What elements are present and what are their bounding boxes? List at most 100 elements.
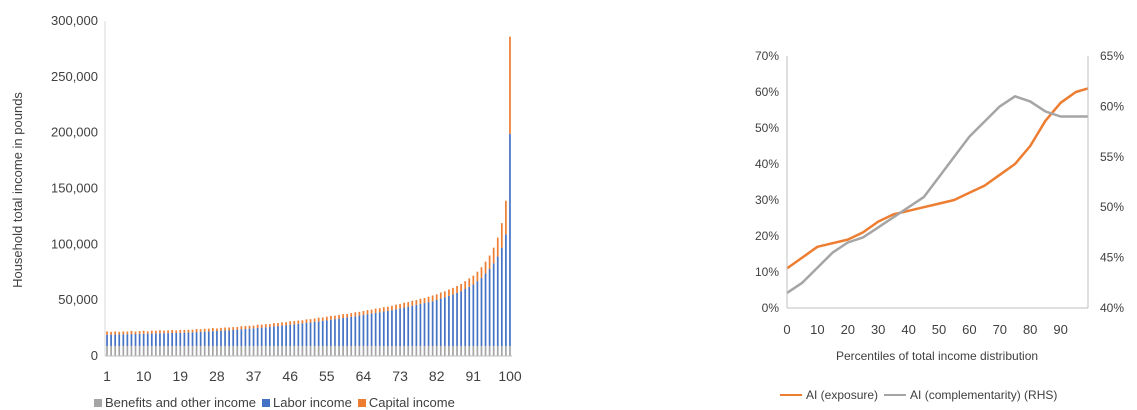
bar-segment-capital	[464, 281, 467, 289]
bar-segment-labor	[260, 327, 263, 346]
bar-segment-labor	[476, 281, 479, 346]
bar-segment-benefits	[387, 345, 389, 356]
bar-segment-labor	[439, 298, 442, 346]
bar-segment-benefits	[456, 345, 458, 356]
bar-segment-labor	[313, 321, 316, 346]
bar-segment-benefits	[122, 345, 125, 356]
ai-exposure-line-chart: 0% 10% 20% 30% 40% 50% 60% 70% 40% 45% 50% 55% 60% 65…	[755, 49, 1124, 363]
bar-segment-capital	[330, 315, 332, 320]
right-left-y-tick-label: 20%	[755, 229, 779, 243]
left-legend: Benefits and other income Labor income C…	[94, 395, 461, 410]
bar-segment-labor	[358, 315, 361, 346]
bar-segment-capital	[248, 325, 251, 329]
left-x-tick-label: 73	[392, 368, 408, 384]
left-x-tick-label: 55	[319, 368, 335, 384]
bar-segment-benefits	[138, 345, 141, 356]
bar-segment-labor	[220, 330, 222, 346]
right-right-y-tick-label: 45%	[1100, 251, 1124, 265]
bar-segment-benefits	[163, 345, 165, 356]
bar-segment-capital	[439, 292, 442, 299]
bar-segment-benefits	[155, 345, 157, 356]
right-left-y-tick-label: 10%	[755, 265, 779, 279]
bar-segment-capital	[220, 327, 222, 331]
bar-segment-capital	[130, 330, 133, 335]
bar-segment-capital	[305, 319, 308, 323]
left-y-tick-label: 250,000	[51, 69, 98, 84]
bar-segment-benefits	[301, 345, 304, 356]
left-x-tick-label: 64	[356, 368, 372, 384]
bar-segment-labor	[150, 333, 153, 346]
right-legend: AI (exposure) AI (complementarity) (RHS)	[780, 388, 1063, 402]
bar-segment-benefits	[142, 345, 145, 356]
bar-segment-capital	[264, 324, 267, 328]
bar-segment-labor	[163, 333, 165, 346]
bar-segment-labor	[289, 324, 292, 346]
bar-segment-capital	[122, 331, 125, 335]
bar-segment-benefits	[264, 345, 267, 356]
bar-segment-benefits	[118, 345, 121, 356]
bar-segment-benefits	[248, 345, 251, 356]
bar-segment-labor	[118, 334, 121, 346]
bar-segment-benefits	[134, 345, 137, 356]
bar-segment-capital	[285, 322, 287, 326]
bar-segment-capital	[399, 304, 401, 309]
right-lines	[786, 87, 1089, 294]
bar-segment-capital	[350, 313, 353, 317]
right-left-y-tick-label: 0%	[762, 301, 780, 315]
bar-segment-benefits	[395, 345, 397, 356]
bar-segment-labor	[460, 291, 462, 346]
bar-segment-capital	[484, 261, 487, 274]
bar-segment-capital	[106, 331, 108, 335]
bar-segment-benefits	[216, 345, 218, 356]
bar-segment-capital	[268, 324, 271, 327]
bar-segment-capital	[435, 294, 438, 300]
bar-segment-capital	[183, 329, 186, 333]
bar-segment-labor	[395, 309, 397, 346]
bar-segment-labor	[509, 133, 511, 346]
bar-segment-benefits	[346, 345, 349, 356]
bar-segment-benefits	[374, 345, 377, 356]
bar-segment-benefits	[212, 345, 214, 356]
bar-segment-labor	[472, 284, 475, 346]
bar-segment-capital	[374, 308, 377, 313]
bar-segment-benefits	[224, 345, 226, 356]
left-bars	[106, 36, 511, 356]
bar-segment-benefits	[126, 345, 129, 356]
bar-segment-benefits	[509, 345, 511, 356]
bar-segment-labor	[378, 312, 381, 346]
bar-segment-benefits	[378, 345, 381, 356]
legend-label-capital: Capital income	[368, 395, 455, 410]
bar-segment-benefits	[313, 345, 316, 356]
bar-segment-labor	[431, 301, 434, 346]
bar-segment-capital	[476, 271, 479, 282]
bar-segment-capital	[191, 329, 194, 333]
legend-line-complementarity	[884, 394, 907, 396]
bar-segment-capital	[358, 311, 361, 316]
bar-segment-benefits	[427, 345, 430, 356]
bar-segment-capital	[236, 326, 239, 330]
right-left-y-tick-label: 70%	[755, 49, 779, 63]
bar-segment-benefits	[468, 345, 471, 356]
bar-segment-capital	[155, 330, 157, 334]
bar-segment-capital	[460, 283, 462, 292]
complementarity-line	[786, 95, 1088, 294]
bar-segment-benefits	[476, 345, 479, 356]
bar-segment-labor	[484, 273, 487, 346]
right-right-y-tick-label: 55%	[1100, 150, 1124, 164]
left-x-tick-label: 82	[429, 368, 445, 384]
left-x-tick-label: 1	[103, 368, 111, 384]
bar-segment-labor	[330, 319, 332, 346]
bar-segment-capital	[448, 289, 450, 296]
legend-item-labor: Labor income	[262, 395, 352, 410]
bar-segment-capital	[509, 36, 511, 134]
bar-segment-benefits	[480, 345, 483, 356]
bar-segment-benefits	[415, 345, 418, 356]
right-x-tick-label: 60	[962, 322, 976, 337]
bar-segment-labor	[488, 268, 491, 346]
bar-segment-benefits	[439, 345, 442, 356]
bar-segment-benefits	[419, 345, 422, 356]
legend-line-exposure	[780, 394, 802, 396]
left-y-tick-label: 200,000	[51, 125, 98, 140]
bar-segment-benefits	[407, 345, 410, 356]
bar-segment-benefits	[252, 345, 255, 356]
